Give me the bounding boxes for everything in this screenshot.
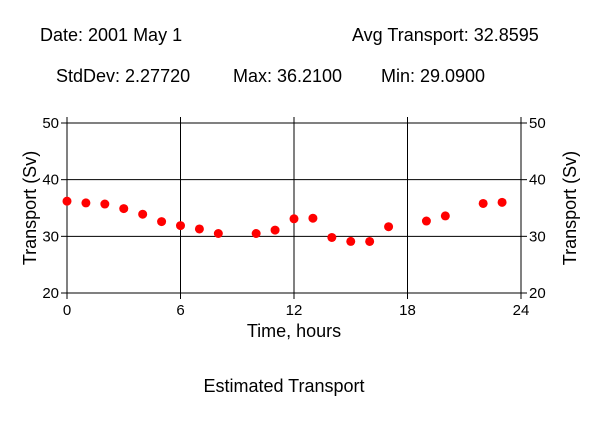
- max-label: Max: 36.2100: [233, 66, 343, 86]
- x-tick-label: 24: [513, 302, 530, 319]
- data-point: [327, 232, 337, 242]
- y-tick-label-right: 30: [529, 228, 546, 245]
- data-point: [176, 221, 185, 231]
- data-point: [270, 225, 280, 235]
- data-point: [384, 222, 394, 232]
- data-point: [497, 197, 507, 207]
- y-tick-label-right: 20: [529, 285, 546, 302]
- chart-caption: Estimated Transport: [203, 376, 365, 396]
- data-point: [157, 217, 167, 227]
- data-point: [289, 214, 299, 224]
- x-tick-label: 18: [399, 302, 416, 319]
- x-axis-label: Time, hours: [247, 321, 341, 341]
- data-point: [365, 236, 375, 246]
- x-tick-label: 6: [176, 302, 184, 319]
- y-axis-label-left: Transport (Sv): [20, 151, 40, 265]
- min-label: Min: 29.0900: [381, 66, 486, 86]
- data-point: [251, 229, 261, 238]
- y-axis-label-right: Transport (Sv): [560, 151, 580, 265]
- date-label: Date: 2001 May 1: [40, 25, 183, 45]
- data-point: [100, 199, 110, 209]
- y-tick-label-right: 50: [529, 115, 546, 132]
- data-point: [440, 211, 450, 221]
- x-tick-label: 12: [286, 302, 303, 319]
- x-tick-label: 0: [63, 302, 71, 319]
- data-point: [308, 213, 318, 223]
- data-point: [194, 224, 204, 234]
- data-point: [421, 216, 431, 226]
- data-point: [346, 236, 356, 246]
- data-point: [81, 198, 91, 208]
- y-tick-label-left: 30: [42, 228, 59, 245]
- avg-transport-label: Avg Transport: 32.8595: [352, 25, 539, 45]
- stddev-label: StdDev: 2.27720: [56, 66, 191, 86]
- y-tick-label-left: 50: [42, 115, 59, 132]
- data-point: [478, 198, 488, 208]
- data-point: [138, 209, 148, 219]
- data-point: [213, 229, 223, 238]
- data-point: [119, 204, 129, 214]
- y-tick-label-left: 40: [42, 172, 59, 189]
- grid-layer: [67, 123, 521, 293]
- y-tick-label-left: 20: [42, 285, 59, 302]
- y-tick-label-right: 40: [529, 172, 546, 189]
- data-point: [62, 196, 72, 206]
- point-layer: [62, 196, 507, 246]
